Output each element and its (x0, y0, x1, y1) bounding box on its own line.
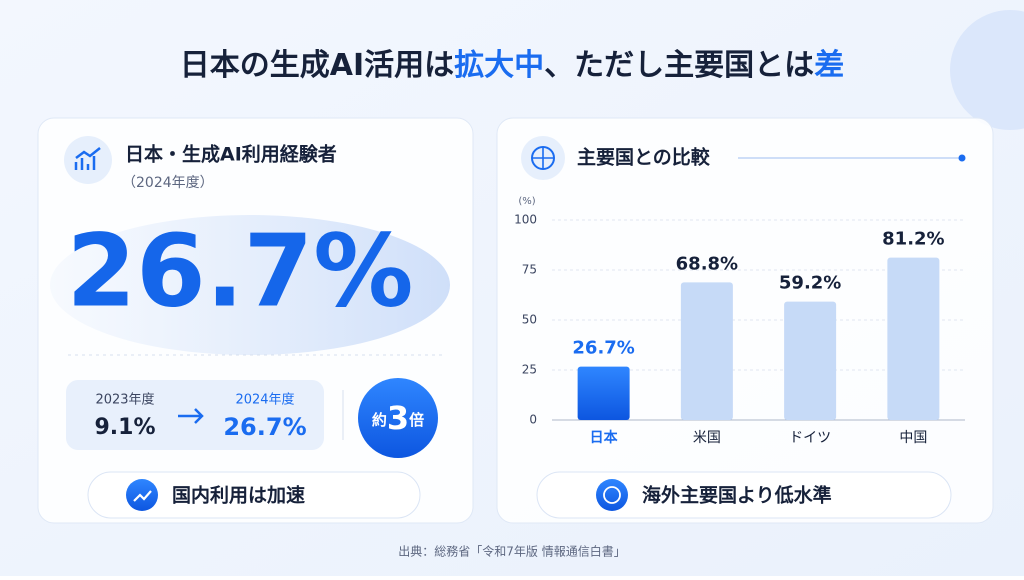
value-label: 68.8% (676, 253, 738, 274)
badge-prefix: 約 (372, 411, 387, 429)
to-value: 26.7% (223, 413, 306, 441)
badge (358, 378, 438, 458)
value-label: 81.2% (882, 229, 944, 250)
bar (784, 301, 837, 420)
title-dot (958, 154, 966, 162)
value-label: 26.7% (572, 338, 634, 359)
source: 出典：総務省「令和7年版 情報通信白書」 (398, 544, 625, 559)
left-subtitle: （2024年度） (122, 175, 214, 191)
bar (680, 282, 733, 420)
to-label: 2024年度 (235, 392, 294, 408)
footer-icon-glyph (603, 486, 621, 504)
glow (50, 215, 450, 355)
badge-number: 3 (387, 399, 409, 437)
y-tick-label: 25 (522, 363, 537, 377)
chart-icon (74, 147, 101, 170)
footer-icon-glyph (133, 490, 152, 502)
title-emphasis: 拡大中 (454, 48, 544, 83)
chart-title: 主要国との比較 (577, 146, 711, 169)
y-tick-label: 50 (522, 313, 537, 327)
right-footer: 海外主要国より低水準 (642, 484, 832, 507)
arrow (178, 408, 204, 424)
y-tick-label: 0 (529, 413, 537, 427)
from-label: 2023年度 (95, 392, 154, 408)
badge-text: 約3倍 (372, 399, 424, 437)
left-footer-pill (87, 471, 421, 519)
left-title: 日本・生成AI利用経験者 (125, 143, 337, 166)
page-title: 日本の生成AI活用は拡大中、ただし主要国とは差 (180, 48, 844, 83)
left-footer: 国内利用は加速 (172, 484, 305, 507)
decor (950, 10, 1024, 130)
title-part: 、ただし主要国とは (544, 48, 814, 83)
icon-bg (64, 136, 112, 184)
badge-suffix: 倍 (409, 411, 424, 429)
right-footer-pill (536, 471, 952, 519)
x-tick-label: 米国 (693, 430, 721, 446)
value-label: 59.2% (779, 273, 841, 294)
x-tick-label: 日本 (590, 429, 619, 446)
bar (887, 257, 940, 420)
title-part: 日本の生成AI活用は (180, 48, 454, 83)
footer-icon (126, 479, 158, 511)
unit-label: (%) (518, 196, 535, 207)
title-emphasis: 差 (814, 48, 844, 83)
x-tick-label: ドイツ (789, 430, 831, 446)
globe-icon-lines (532, 147, 554, 169)
y-tick-label: 100 (514, 213, 537, 227)
y-tick-label: 75 (522, 263, 537, 277)
footer-icon (596, 479, 628, 511)
x-tick-label: 中国 (899, 430, 927, 446)
from-value: 9.1% (94, 415, 155, 440)
headline-value: 26.7% (67, 212, 414, 329)
bar (577, 366, 630, 420)
